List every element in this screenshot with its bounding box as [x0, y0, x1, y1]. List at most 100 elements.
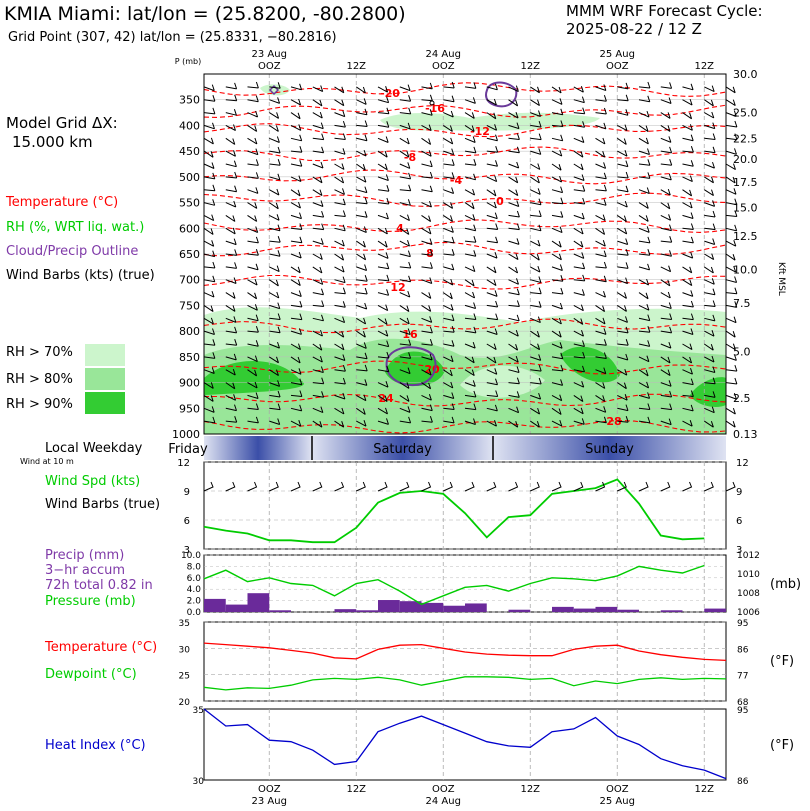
wind-barb	[682, 236, 694, 244]
wind-barb	[443, 172, 455, 179]
wind-barb	[638, 292, 649, 300]
wind-barb	[247, 202, 258, 209]
wind-barb	[595, 184, 607, 192]
wind-barb	[704, 200, 716, 207]
wind-barb	[421, 326, 433, 334]
precip-bar	[465, 603, 487, 612]
wind-barb	[290, 251, 302, 259]
wind-barb	[312, 343, 323, 351]
wind-barb	[508, 406, 520, 414]
wind-barb	[725, 99, 736, 107]
wind-barb	[486, 189, 497, 197]
wind-barb	[203, 184, 216, 192]
wind-barb	[225, 200, 237, 208]
pressure-tick-label: 750	[179, 299, 200, 312]
wind-barb	[203, 275, 216, 283]
wind-barb	[508, 189, 519, 197]
wind-barb	[660, 250, 672, 257]
wind-barb	[399, 275, 412, 283]
wind-barb	[660, 291, 671, 299]
surface-wind-barb	[725, 481, 736, 492]
wind-barb	[399, 150, 410, 158]
wind-barb	[356, 149, 367, 157]
wind-barb	[247, 314, 259, 322]
surface-wind-barb	[638, 481, 649, 492]
wind-barb	[334, 224, 346, 232]
wind-barb	[203, 84, 215, 92]
temp-tick-right-f: 68	[737, 698, 749, 708]
wind-barb	[399, 107, 412, 115]
wind-barb	[312, 200, 324, 207]
wind-barb	[312, 238, 324, 245]
wind-barb	[377, 317, 388, 325]
wind-barb	[486, 124, 498, 131]
windspeed-tick-left: 6	[184, 516, 190, 527]
rh90-swatch	[85, 392, 125, 414]
wind-barb	[225, 150, 236, 157]
bottom-hour-label: 12Z	[694, 784, 714, 795]
wind-barb	[551, 163, 562, 171]
wind-barb	[464, 159, 477, 166]
wind-barb	[290, 378, 303, 386]
wind-barb	[247, 95, 259, 103]
wind-barb	[530, 276, 542, 283]
wind-barb	[638, 202, 649, 209]
precip-bar	[247, 593, 270, 612]
wind-barb	[290, 404, 303, 412]
precip-bar	[660, 610, 683, 612]
wind-barb	[269, 279, 279, 287]
wind-barb	[334, 365, 346, 372]
wind-barb	[682, 98, 693, 106]
wind-barb	[682, 279, 693, 287]
wind-barb	[508, 278, 519, 285]
wind-barb	[573, 240, 584, 248]
wind-barb	[595, 261, 607, 269]
wind-barb	[595, 150, 606, 158]
wind-barb	[464, 265, 476, 273]
wind-barb	[225, 137, 236, 145]
wind-barb	[269, 173, 281, 181]
wind-barb	[269, 369, 279, 377]
wind-barb	[551, 149, 563, 157]
wind-barb	[530, 198, 542, 206]
wind-barb	[704, 223, 716, 231]
wind-barb	[682, 290, 694, 297]
wind-barb	[464, 326, 477, 334]
wind-barb	[203, 304, 214, 313]
height-tick-label: 22.5	[733, 132, 758, 145]
wind-barb	[573, 262, 586, 270]
wind-barb	[682, 300, 694, 308]
wind-barb	[725, 253, 736, 261]
wind-barb	[334, 330, 345, 338]
wind-barb	[421, 277, 433, 284]
wind-barb	[682, 390, 694, 397]
wind-barb	[247, 355, 258, 363]
top-date-label: 24 Aug	[426, 49, 461, 60]
wind-barb	[247, 226, 259, 233]
wind-barb	[704, 343, 714, 351]
bottom-hour-label: 12Z	[520, 784, 540, 795]
wind-barb	[203, 328, 215, 335]
wind-barb	[421, 82, 433, 90]
wind-barb	[225, 109, 237, 116]
wind-barb	[334, 239, 345, 247]
wind-barb	[269, 403, 281, 411]
wind-barb	[421, 94, 433, 102]
wind-barb	[573, 150, 584, 158]
surface-wind-barb	[443, 481, 453, 492]
wind-barb	[334, 392, 346, 400]
wind-barb	[573, 418, 585, 425]
wind-barb	[247, 159, 259, 166]
wind-barb	[682, 189, 693, 197]
bottom-date-label: 24 Aug	[426, 796, 461, 807]
wind-barb	[704, 85, 715, 93]
wind-barb	[443, 137, 454, 145]
wind-barb	[508, 238, 520, 245]
wind-barb	[421, 227, 432, 235]
top-hour-label: OOZ	[432, 61, 455, 72]
wind-barb	[290, 223, 303, 230]
wind-barb	[486, 98, 497, 106]
wind-barb	[290, 189, 301, 197]
temp-contour-label: -20	[380, 87, 400, 100]
windspeed-tick-left: 12	[177, 458, 190, 469]
